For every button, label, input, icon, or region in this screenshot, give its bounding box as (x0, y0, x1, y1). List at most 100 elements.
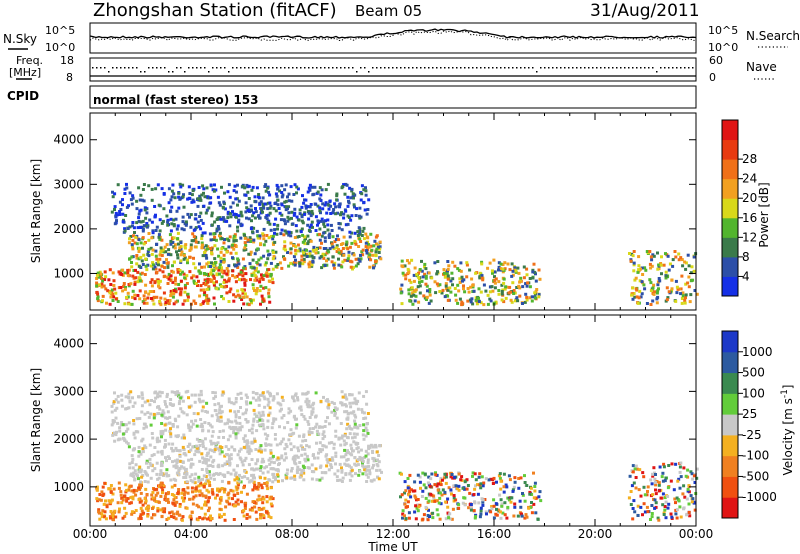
data-cell (421, 489, 425, 493)
data-cell (693, 289, 697, 292)
data-cell (219, 250, 223, 254)
data-cell (197, 479, 201, 483)
data-cell (318, 246, 322, 250)
data-cell (437, 482, 440, 486)
data-cell (458, 277, 462, 281)
data-cell (452, 494, 456, 497)
data-cell (101, 509, 105, 513)
data-cell (350, 427, 354, 431)
data-cell (189, 243, 193, 247)
data-cell (412, 293, 416, 297)
data-cell (181, 399, 185, 403)
nave-point (136, 67, 138, 69)
data-cell (469, 508, 473, 512)
data-cell (202, 272, 206, 275)
data-cell (670, 278, 674, 282)
data-cell (226, 461, 230, 465)
data-cell (323, 225, 327, 229)
data-cell (211, 430, 215, 434)
data-cell (348, 186, 352, 190)
data-cell (194, 472, 198, 476)
data-cell (337, 222, 341, 225)
data-cell (128, 501, 132, 505)
data-cell (417, 276, 421, 279)
data-cell (267, 213, 271, 217)
data-cell (95, 284, 99, 288)
data-cell (533, 270, 537, 274)
data-cell (681, 264, 685, 268)
data-cell (460, 275, 464, 279)
data-cell (228, 502, 232, 506)
data-cell (173, 196, 177, 200)
data-cell (335, 250, 339, 253)
data-cell (400, 472, 403, 476)
data-cell (235, 421, 239, 425)
data-cell (290, 432, 294, 436)
data-cell (284, 205, 288, 209)
data-cell (480, 475, 484, 479)
data-cell (112, 420, 116, 423)
nave-point (156, 67, 158, 69)
data-cell (272, 395, 276, 399)
data-cell (318, 425, 322, 429)
data-cell (153, 391, 157, 395)
data-cell (655, 301, 659, 305)
data-cell (133, 231, 136, 234)
data-cell (688, 514, 692, 518)
data-cell (278, 442, 282, 446)
data-cell (259, 516, 262, 520)
data-cell (255, 186, 259, 190)
data-cell (173, 260, 176, 264)
data-cell (276, 456, 280, 460)
data-cell (212, 276, 216, 280)
data-cell (151, 469, 155, 473)
data-cell (102, 502, 106, 506)
data-cell (130, 265, 134, 269)
data-cell (227, 264, 231, 268)
data-cell (353, 401, 357, 405)
nave-point (328, 67, 330, 69)
data-cell (113, 509, 117, 513)
nave-point (524, 67, 526, 69)
data-cell (286, 421, 290, 424)
colorbar-segment (722, 351, 738, 374)
data-cell (250, 508, 254, 512)
data-cell (220, 404, 223, 408)
data-cell (165, 468, 169, 472)
data-cell (183, 299, 187, 303)
data-cell (661, 492, 665, 496)
data-cell (269, 516, 273, 520)
data-cell (497, 289, 501, 292)
data-cell (231, 426, 235, 429)
data-cell (424, 496, 428, 500)
data-cell (244, 446, 248, 450)
nave-point (656, 71, 658, 73)
data-cell (107, 499, 111, 503)
data-cell (365, 402, 369, 406)
data-cell (121, 436, 125, 440)
data-cell (448, 286, 452, 290)
data-cell (204, 211, 208, 215)
data-cell (332, 446, 336, 450)
data-cell (295, 215, 299, 219)
data-cell (348, 426, 352, 430)
data-cell (652, 466, 656, 470)
data-cell (329, 204, 333, 208)
data-cell (232, 239, 236, 243)
data-cell (143, 497, 147, 500)
data-cell (222, 241, 226, 245)
data-cell (183, 436, 186, 440)
data-cell (247, 451, 251, 455)
data-cell (348, 259, 352, 263)
data-cell (528, 296, 532, 300)
data-cell (480, 260, 484, 264)
data-cell (650, 264, 654, 268)
data-cell (239, 406, 242, 409)
data-cell (157, 476, 161, 480)
data-cell (320, 241, 323, 245)
data-cell (412, 279, 416, 283)
nave-point (556, 67, 558, 69)
data-cell (179, 459, 183, 463)
data-cell (189, 246, 193, 250)
nave-point (532, 67, 534, 69)
